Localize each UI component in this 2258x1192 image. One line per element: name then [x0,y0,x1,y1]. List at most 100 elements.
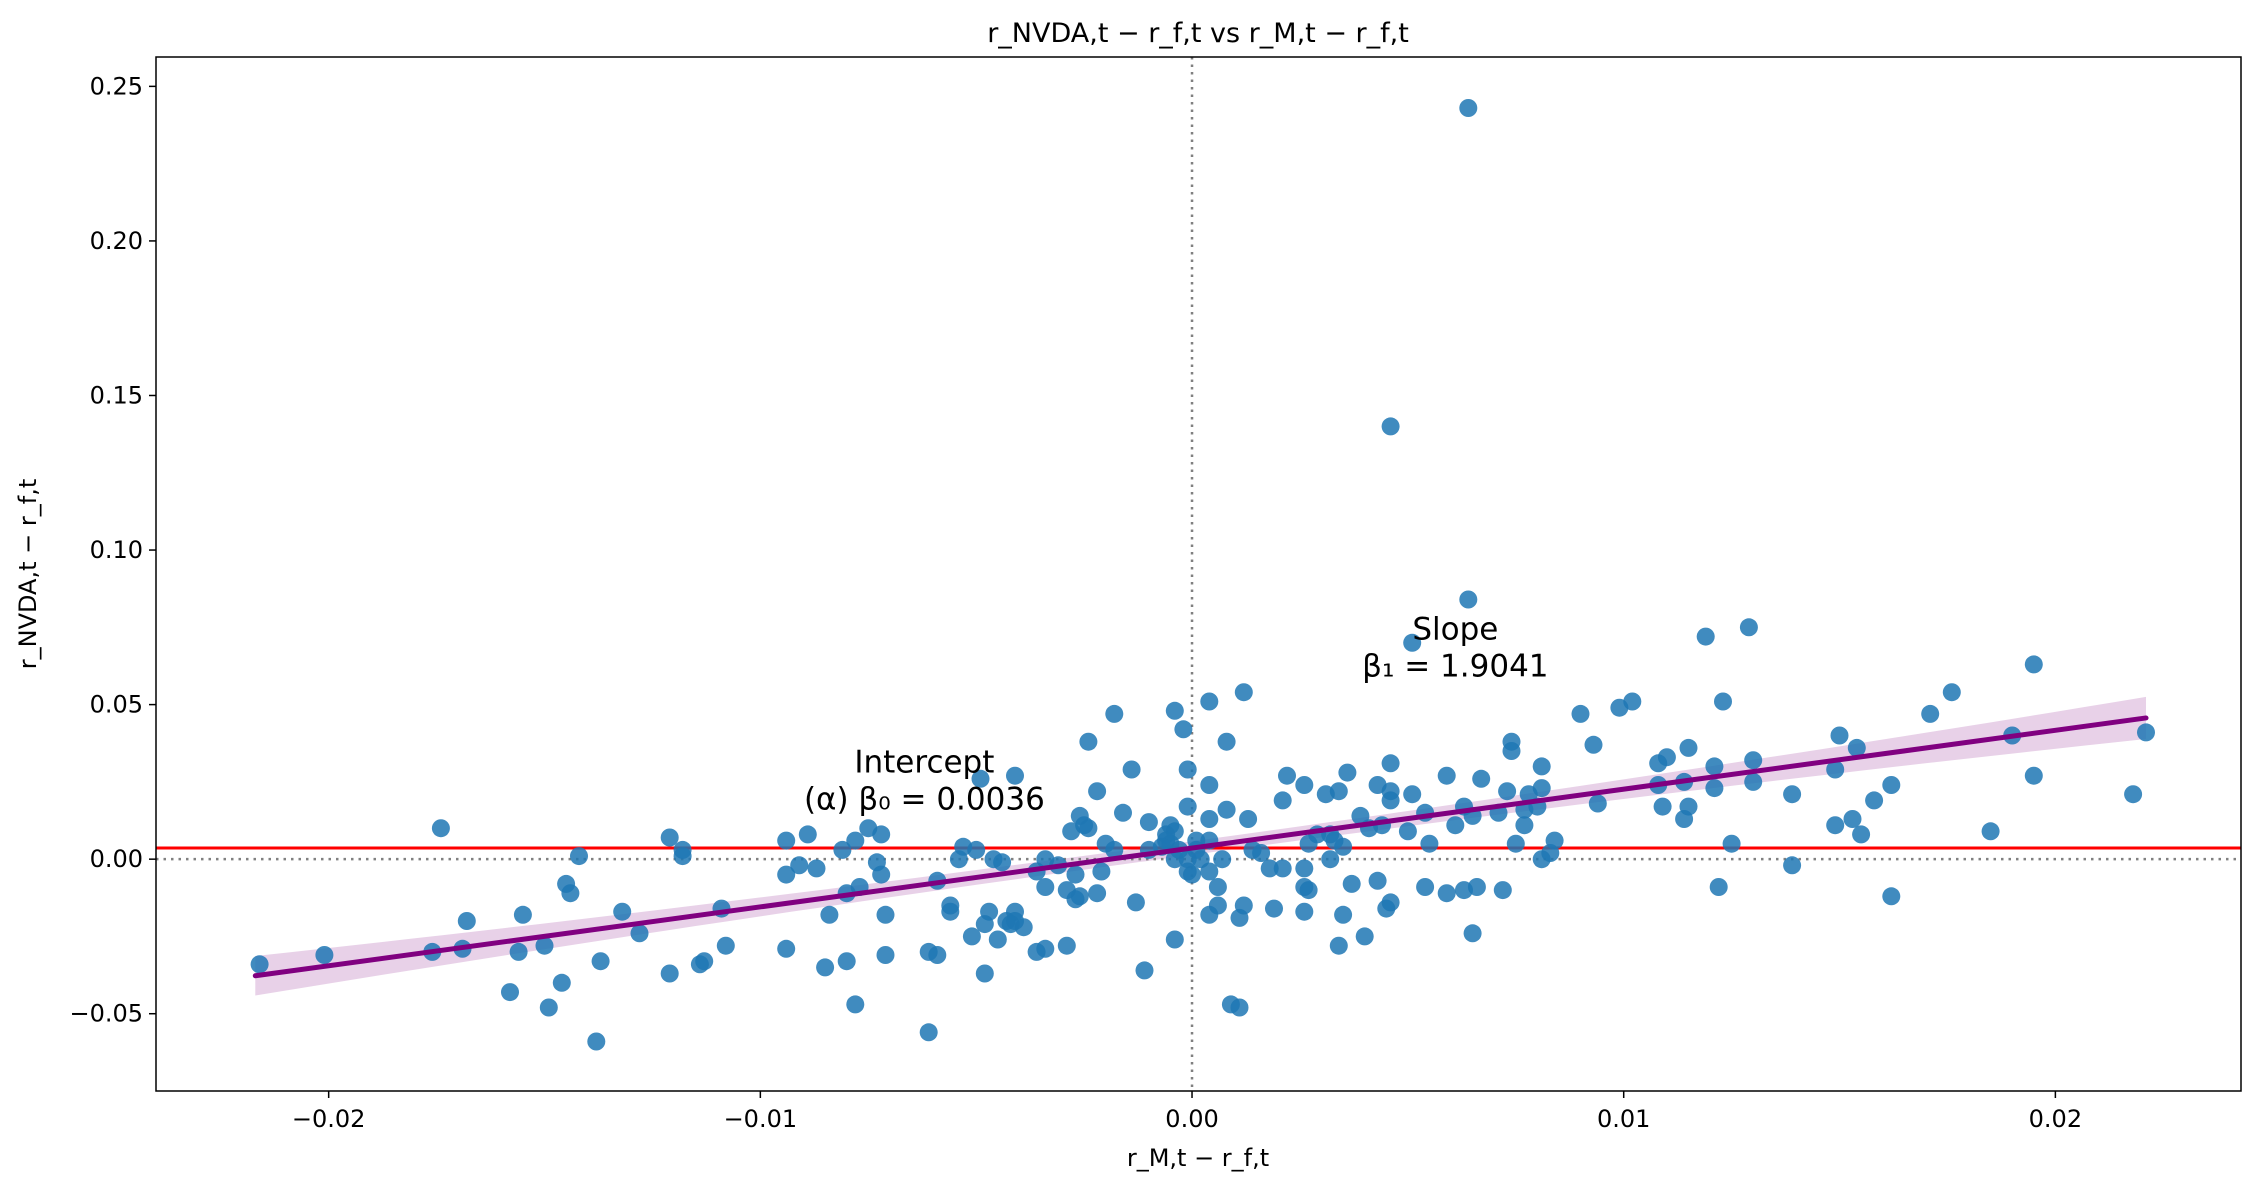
slope-annotation-title: Slope [1412,612,1498,648]
scatter-point [1705,757,1724,776]
scatter-point [1403,633,1422,652]
scatter-point [1981,822,2000,841]
scatter-point [1852,825,1871,844]
scatter-point [1377,899,1396,918]
scatter-point [1381,791,1400,810]
scatter-point [1368,871,1387,890]
scatter-point [1217,732,1236,751]
scatter-point [876,905,895,924]
scatter-point [660,828,679,847]
scatter-point [1744,772,1763,791]
x-tick-label: −0.01 [724,1105,798,1133]
scatter-point [1446,816,1465,835]
scatter-point [1502,742,1521,760]
scatter-point [1092,862,1111,881]
scatter-point [1420,834,1439,853]
scatter-point [1519,785,1538,804]
scatter-point [777,939,796,958]
scatter-point [1139,813,1158,832]
scatter-point [535,936,554,955]
scatter-point [1062,822,1081,841]
scatter-point [1493,881,1512,900]
scatter-point [807,859,826,878]
scatter-point [1299,834,1318,853]
y-tick-label: 0.20 [90,227,143,255]
scatter-point [1342,874,1361,893]
scatter-point [1463,924,1482,943]
scatter-point [2024,766,2043,785]
scatter-point [1234,683,1253,702]
scatter-point [1316,785,1335,804]
scatter-point [1178,760,1197,779]
scatter-point [1096,834,1115,853]
scatter-point [1398,822,1417,841]
scatter-point [1057,936,1076,955]
scatter-point [1027,942,1046,961]
x-tick-label: 0.00 [1165,1105,1218,1133]
scatter-point [1295,776,1314,794]
scatter-point [816,958,835,977]
scatter-point [1088,782,1107,801]
scatter-point [1126,893,1145,912]
scatter-point [1178,862,1197,881]
scatter-point [1295,902,1314,921]
scatter-point [1066,865,1085,884]
plot-area-frame [155,56,2242,1092]
scatter-point [1351,806,1370,825]
y-axis-ticks: −0.05 0.00 0.05 0.10 0.15 0.20 0.25 [69,72,156,1028]
scatter-point [509,942,528,961]
scatter-point [971,769,990,788]
scatter-point [975,964,994,983]
scatter-point [1826,816,1845,835]
scatter-point [1070,806,1089,825]
scatter-point [1178,797,1197,816]
scatter-point [1273,859,1292,878]
scatter-point [1295,859,1314,878]
scatter-point [1368,776,1387,794]
scatter-point [1744,751,1763,770]
scatter-point [1437,766,1456,785]
scatter-point [1679,738,1698,757]
scatter-point [315,946,334,964]
scatter-point [997,912,1016,930]
scatter-point [867,853,886,872]
regression-line [252,715,2149,979]
scatter-point [2124,785,2143,804]
scatter-point [1714,692,1732,711]
scatter-point [1472,769,1491,788]
scatter-point [1165,701,1184,720]
scatter-point [1165,930,1184,949]
scatter-point [1830,726,1849,745]
scatter-point [1200,905,1219,924]
scatter-point [1709,878,1728,896]
scatter-point [1105,704,1124,723]
scatter-point [1588,794,1607,813]
scatter-point [1506,834,1525,853]
scatter-point [1942,683,1961,702]
scatter-point [1739,618,1758,637]
scatter-point [1217,800,1236,819]
scatter-point [1239,810,1258,828]
scatter-point [798,825,817,844]
scatter-point [820,905,839,924]
scatter-point [1057,881,1076,900]
scatter-point [1265,899,1283,918]
scatter-point [1200,692,1219,711]
scatter-point [1243,840,1262,859]
scatter-point [1921,704,1940,723]
x-tick-label: −0.02 [292,1105,366,1133]
x-tick-label: 0.02 [2029,1105,2082,1133]
regression-line-layer [252,715,2149,979]
scatter-point [1088,884,1107,903]
scatter-point [1200,810,1219,828]
x-tick-label: 0.01 [1597,1105,1650,1133]
scatter-point [1882,887,1901,906]
scatter-point [1653,797,1672,816]
scatter-point [501,983,519,1002]
scatter-point [1381,754,1400,773]
scatter-point [1416,878,1435,896]
scatter-point [673,847,692,866]
scatter-point [1079,732,1098,751]
